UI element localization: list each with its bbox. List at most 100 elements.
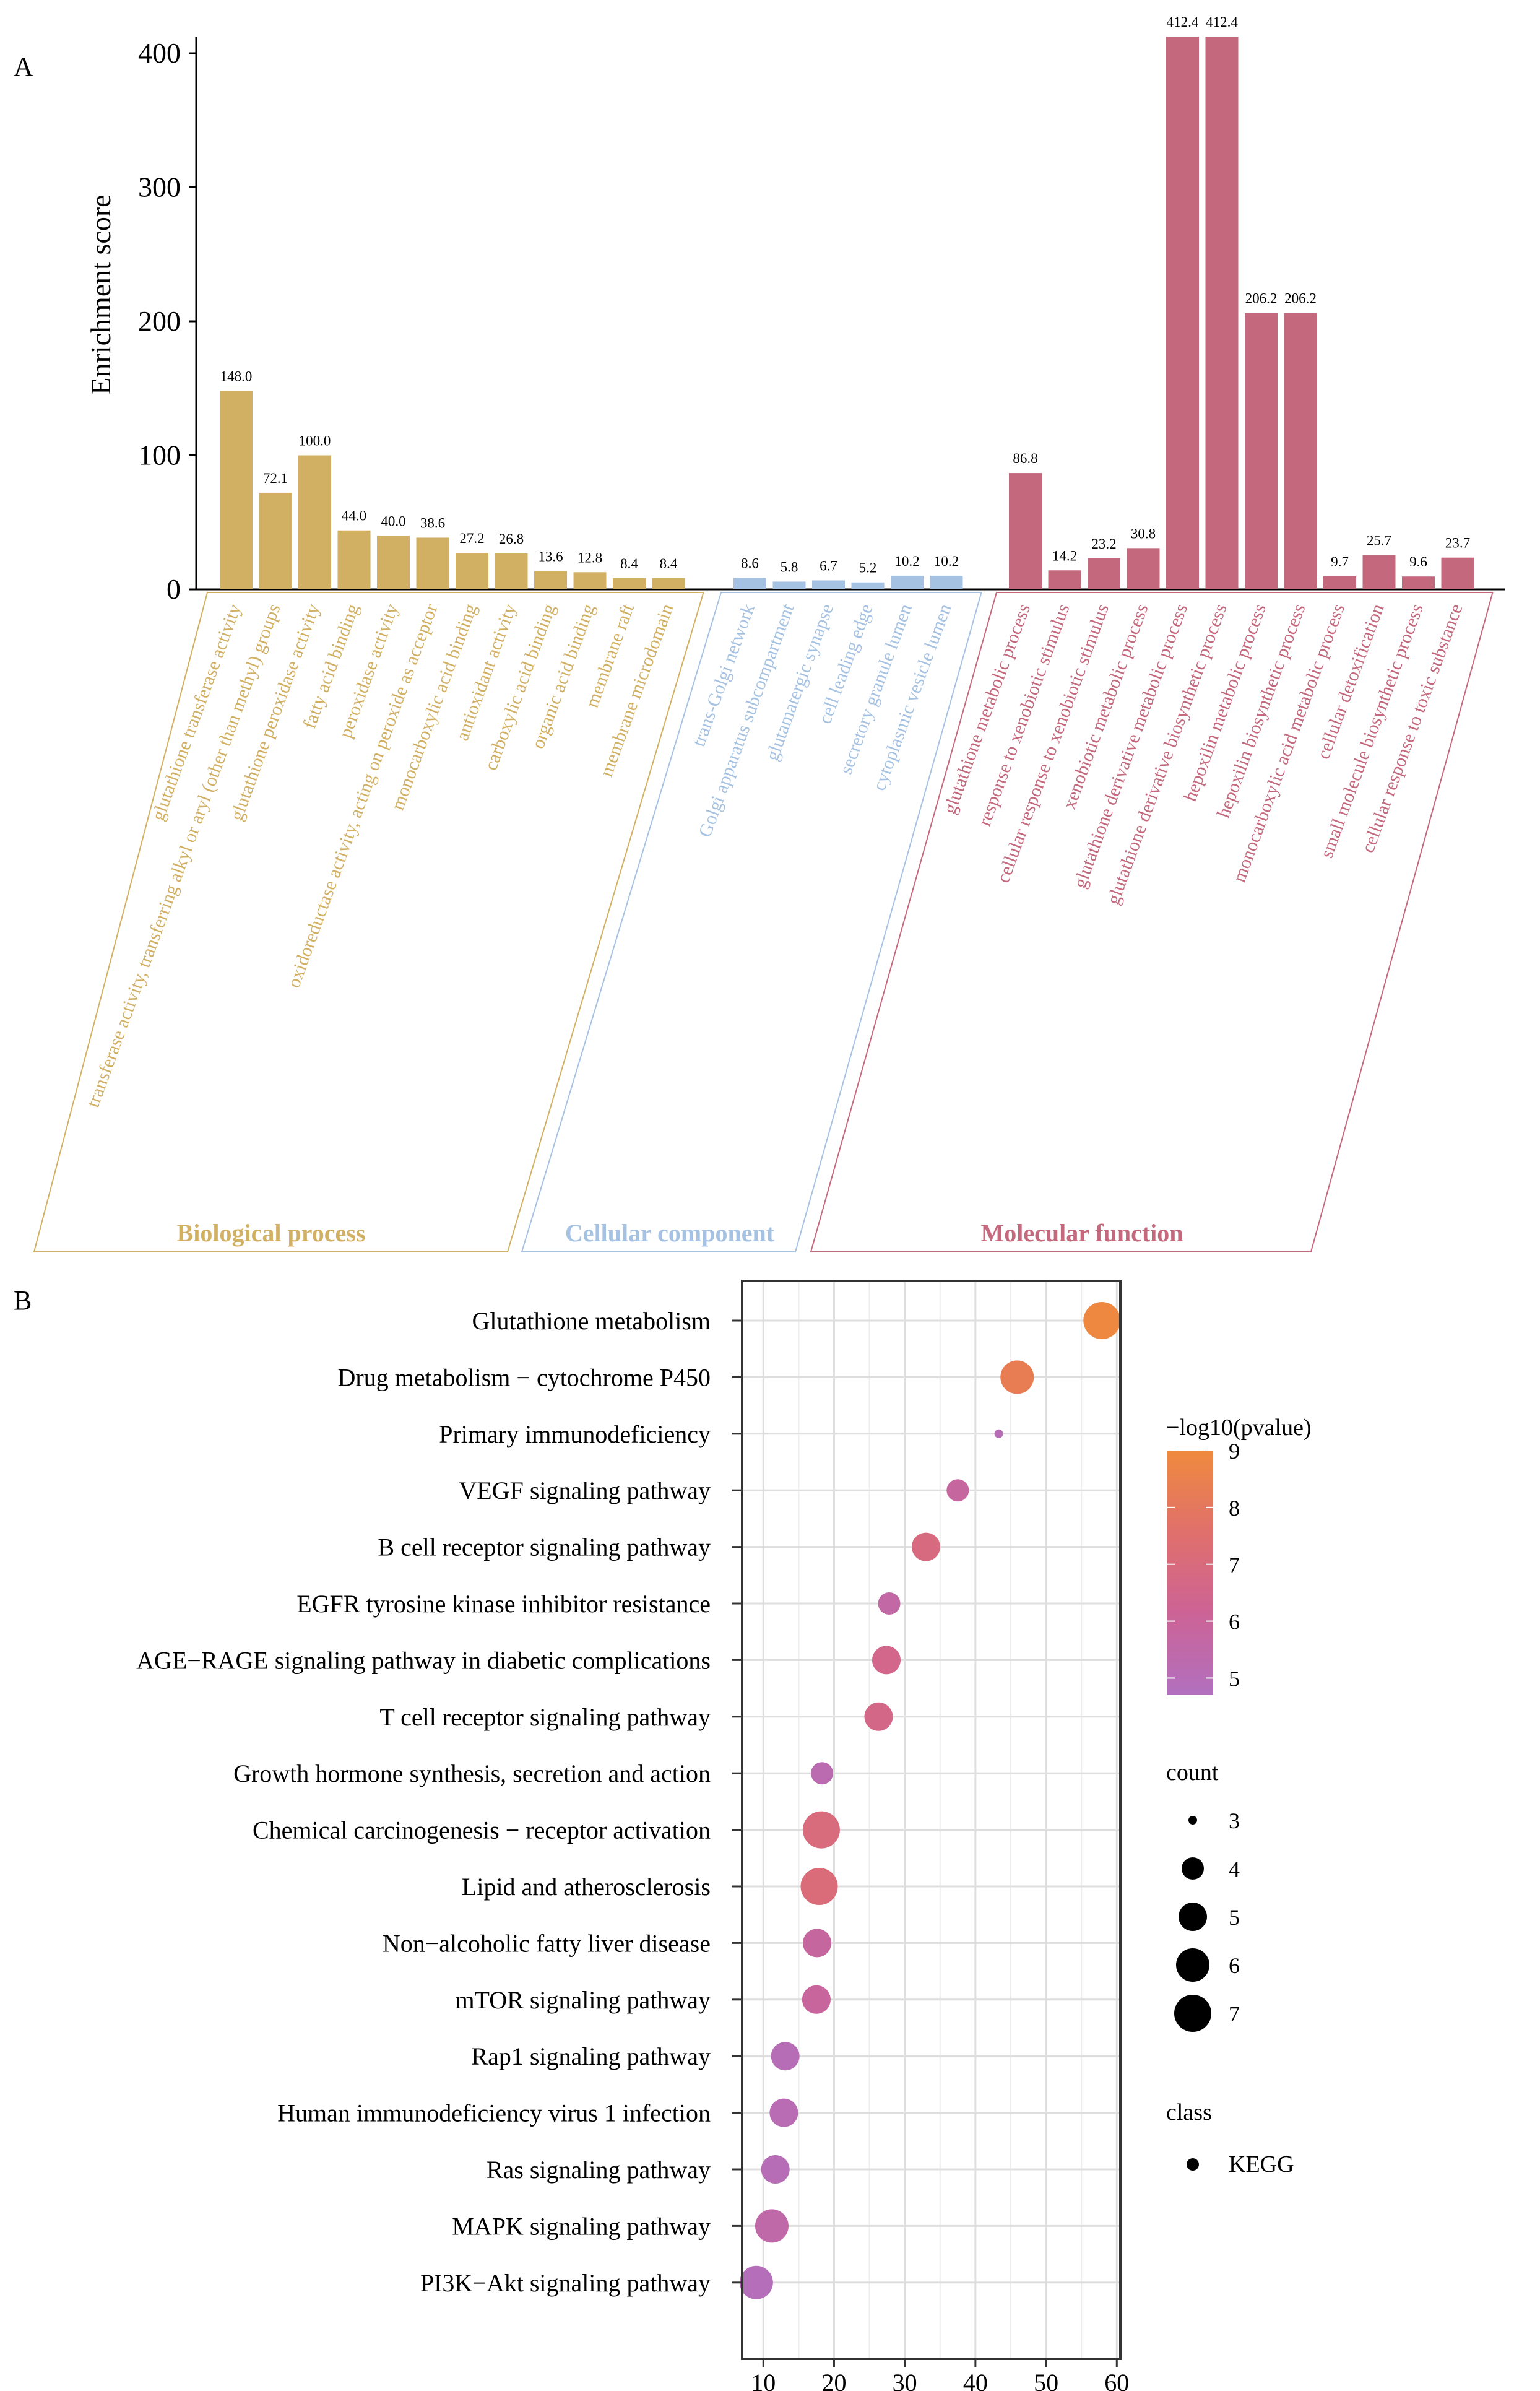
bar xyxy=(613,578,646,589)
bar xyxy=(1245,313,1278,589)
bar xyxy=(772,581,806,589)
group-name: Cellular component xyxy=(565,1219,775,1247)
bar-value-label: 30.8 xyxy=(1131,526,1156,541)
dot xyxy=(769,2098,798,2127)
bar-value-label: 6.7 xyxy=(820,558,837,573)
dot xyxy=(800,1868,838,1905)
bar-value-label: 40.0 xyxy=(381,513,405,529)
dot xyxy=(864,1702,893,1731)
category-labels: glutathione transferase activitytransfer… xyxy=(82,601,1466,1110)
pathway-label: T cell receptor signaling pathway xyxy=(379,1703,711,1731)
pathway-label: AGE−RAGE signaling pathway in diabetic c… xyxy=(136,1646,711,1674)
y-tick-label: 100 xyxy=(138,440,181,471)
bar xyxy=(298,455,331,589)
dot xyxy=(811,1762,834,1785)
bar-value-label: 13.6 xyxy=(538,549,563,565)
group-bracket xyxy=(521,592,982,1252)
pathway-label: PI3K−Akt signaling pathway xyxy=(420,2269,711,2297)
pathway-label: Growth hormone synthesis, secretion and … xyxy=(233,1760,711,1787)
bar-value-label: 206.2 xyxy=(1245,291,1278,306)
color-tick-label: 6 xyxy=(1229,1610,1240,1634)
bar-value-label: 25.7 xyxy=(1367,532,1391,548)
size-legend-label: 3 xyxy=(1229,1808,1240,1833)
size-legend: count 3 4 5 6 7 xyxy=(1166,1760,1240,2032)
bar-value-label: 14.2 xyxy=(1052,548,1077,563)
dot xyxy=(802,1985,831,2014)
bar-value-label: 38.6 xyxy=(420,515,445,531)
size-legend-dot xyxy=(1188,1816,1197,1825)
color-legend-title: −log10(pvalue) xyxy=(1166,1415,1312,1441)
bar xyxy=(812,580,845,589)
bar-value-label: 72.1 xyxy=(263,471,288,486)
x-tick-label: 50 xyxy=(1034,2369,1058,2391)
bar xyxy=(1284,313,1317,589)
bar-value-label: 5.8 xyxy=(781,559,798,575)
color-tick-label: 8 xyxy=(1229,1496,1240,1521)
size-legend-title: count xyxy=(1166,1760,1219,1786)
bar-value-label: 23.7 xyxy=(1445,536,1470,551)
dot xyxy=(771,2042,800,2071)
size-legend-items: 3 4 5 6 7 xyxy=(1174,1808,1240,2032)
bar-value-label: 44.0 xyxy=(342,508,366,524)
bar xyxy=(377,536,410,589)
bar xyxy=(534,571,567,589)
bar-value-label: 26.8 xyxy=(499,531,524,547)
y-tick-label: 400 xyxy=(138,37,181,69)
bar xyxy=(1009,473,1042,589)
pathway-label: Non−alcoholic fatty liver disease xyxy=(383,1929,711,1957)
bar xyxy=(1166,37,1199,590)
x-tick-label: 60 xyxy=(1104,2369,1129,2391)
pathway-labels: Glutathione metabolism Drug metabolism − … xyxy=(136,1307,742,2297)
y-tick-label: 300 xyxy=(138,171,181,203)
bar-value-label: 9.7 xyxy=(1331,554,1349,570)
group-bracket xyxy=(33,592,704,1252)
panel-b: B Glutathione metabolism Drug metabolism … xyxy=(14,1280,1312,2391)
bar xyxy=(930,575,963,589)
color-bar xyxy=(1167,1451,1213,1695)
panel-b-label: B xyxy=(14,1285,32,1316)
bar-value-label: 9.6 xyxy=(1409,554,1427,570)
x-tick-label: 20 xyxy=(821,2369,846,2391)
bar xyxy=(220,391,253,589)
dot xyxy=(761,2155,790,2184)
bar xyxy=(259,492,292,589)
class-legend: class KEGG xyxy=(1166,2099,1294,2177)
dot xyxy=(994,1429,1003,1438)
color-tick-label: 7 xyxy=(1229,1553,1240,1577)
x-tick-label: 30 xyxy=(893,2369,917,2391)
size-legend-dot xyxy=(1182,1857,1204,1880)
bar-value-label: 10.2 xyxy=(894,553,919,569)
color-tick-label: 5 xyxy=(1229,1666,1240,1691)
size-legend-label: 5 xyxy=(1229,1905,1240,1930)
group-name: Biological process xyxy=(177,1219,366,1247)
color-legend: −log10(pvalue) 9 8 7 6 5 xyxy=(1166,1415,1312,1695)
dots xyxy=(739,1302,1121,2299)
y-ticks: 0 100 200 300 400 xyxy=(138,37,196,605)
x-tick-label: 40 xyxy=(963,2369,988,2391)
bar xyxy=(1127,548,1160,589)
bar-value-label: 206.2 xyxy=(1284,291,1317,306)
color-tick-label: 9 xyxy=(1229,1439,1240,1464)
size-legend-label: 6 xyxy=(1229,1953,1240,1978)
dot xyxy=(878,1592,901,1615)
bar-value-label: 148.0 xyxy=(220,369,253,384)
group-bracket xyxy=(810,592,1494,1252)
pathway-label: Primary immunodeficiency xyxy=(439,1420,711,1448)
plot-frame xyxy=(741,1280,1122,2360)
bar-value-label: 86.8 xyxy=(1013,451,1037,466)
bar xyxy=(337,530,371,589)
x-tick-label: 10 xyxy=(751,2369,776,2391)
bar-value-label: 10.2 xyxy=(934,553,959,569)
y-axis-title: Enrichment score xyxy=(85,194,116,394)
bar xyxy=(416,537,449,589)
pathway-label: Drug metabolism − cytochrome P450 xyxy=(338,1363,711,1391)
panel-a-label: A xyxy=(14,51,33,82)
group-brackets: Biological process Cellular component Mole… xyxy=(33,592,1494,1252)
bars xyxy=(220,37,1474,590)
group-name: Molecular function xyxy=(980,1219,1183,1247)
size-legend-dot xyxy=(1174,1995,1211,2032)
bar-value-label: 100.0 xyxy=(299,433,331,449)
bar xyxy=(1205,37,1239,590)
bar xyxy=(1048,570,1081,589)
bar-value-labels: 148.0 72.1 100.0 44.0 40.0 38.6 27.2 26.8 13.6 12… xyxy=(220,14,1471,576)
